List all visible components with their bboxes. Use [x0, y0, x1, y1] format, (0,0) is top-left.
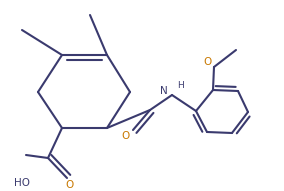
Text: H: H	[177, 80, 184, 90]
Text: O: O	[66, 180, 74, 190]
Text: O: O	[203, 57, 211, 67]
Text: O: O	[122, 131, 130, 141]
Text: N: N	[160, 86, 168, 96]
Text: HO: HO	[14, 178, 30, 188]
